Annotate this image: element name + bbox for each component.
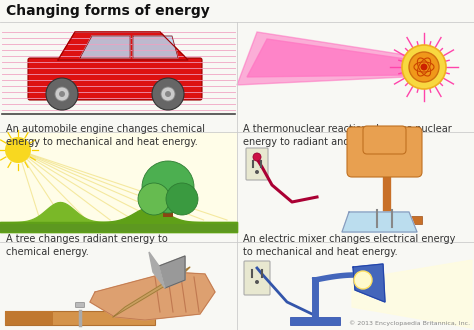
Circle shape bbox=[253, 153, 261, 161]
Text: An automobile engine changes chemical
energy to mechanical and heat energy.: An automobile engine changes chemical en… bbox=[6, 124, 205, 147]
Polygon shape bbox=[149, 252, 165, 288]
Polygon shape bbox=[80, 36, 130, 58]
FancyBboxPatch shape bbox=[244, 261, 270, 295]
Polygon shape bbox=[113, 267, 190, 317]
Circle shape bbox=[138, 183, 170, 215]
Circle shape bbox=[161, 87, 175, 101]
Text: An electric mixer changes electrical energy
to mechanical and heat energy.: An electric mixer changes electrical ene… bbox=[243, 234, 456, 257]
Polygon shape bbox=[90, 272, 215, 320]
Circle shape bbox=[142, 161, 194, 213]
Bar bbox=[0, 132, 237, 232]
Polygon shape bbox=[159, 256, 185, 288]
Circle shape bbox=[255, 280, 259, 284]
Circle shape bbox=[354, 271, 372, 289]
Circle shape bbox=[255, 170, 259, 174]
Circle shape bbox=[409, 52, 439, 82]
Bar bbox=[352, 216, 422, 224]
FancyBboxPatch shape bbox=[347, 127, 422, 177]
Circle shape bbox=[402, 45, 446, 89]
FancyBboxPatch shape bbox=[363, 126, 406, 154]
Polygon shape bbox=[247, 39, 406, 77]
Polygon shape bbox=[352, 260, 472, 328]
Bar bbox=[290, 317, 340, 325]
Circle shape bbox=[55, 87, 69, 101]
Polygon shape bbox=[133, 36, 178, 58]
Bar bbox=[5, 311, 53, 325]
FancyBboxPatch shape bbox=[75, 303, 84, 308]
Circle shape bbox=[5, 137, 31, 163]
FancyBboxPatch shape bbox=[28, 58, 202, 100]
Circle shape bbox=[152, 78, 184, 110]
Text: Changing forms of energy: Changing forms of energy bbox=[6, 4, 210, 18]
Circle shape bbox=[420, 63, 428, 71]
FancyBboxPatch shape bbox=[246, 148, 268, 180]
Bar bbox=[163, 195, 173, 217]
Circle shape bbox=[46, 78, 78, 110]
Circle shape bbox=[59, 91, 65, 97]
Polygon shape bbox=[342, 212, 417, 232]
Text: A tree changes radiant energy to
chemical energy.: A tree changes radiant energy to chemica… bbox=[6, 234, 168, 257]
Polygon shape bbox=[237, 32, 406, 85]
Bar bbox=[5, 311, 155, 325]
Polygon shape bbox=[353, 264, 385, 302]
Circle shape bbox=[166, 183, 198, 215]
Text: © 2013 Encyclopaedia Britannica, Inc.: © 2013 Encyclopaedia Britannica, Inc. bbox=[349, 320, 470, 326]
Circle shape bbox=[165, 91, 171, 97]
Text: A thermonuclear reaction changes nuclear
energy to radiant and heat energy.: A thermonuclear reaction changes nuclear… bbox=[243, 124, 452, 147]
Polygon shape bbox=[58, 32, 188, 60]
Bar bbox=[0, 224, 237, 232]
